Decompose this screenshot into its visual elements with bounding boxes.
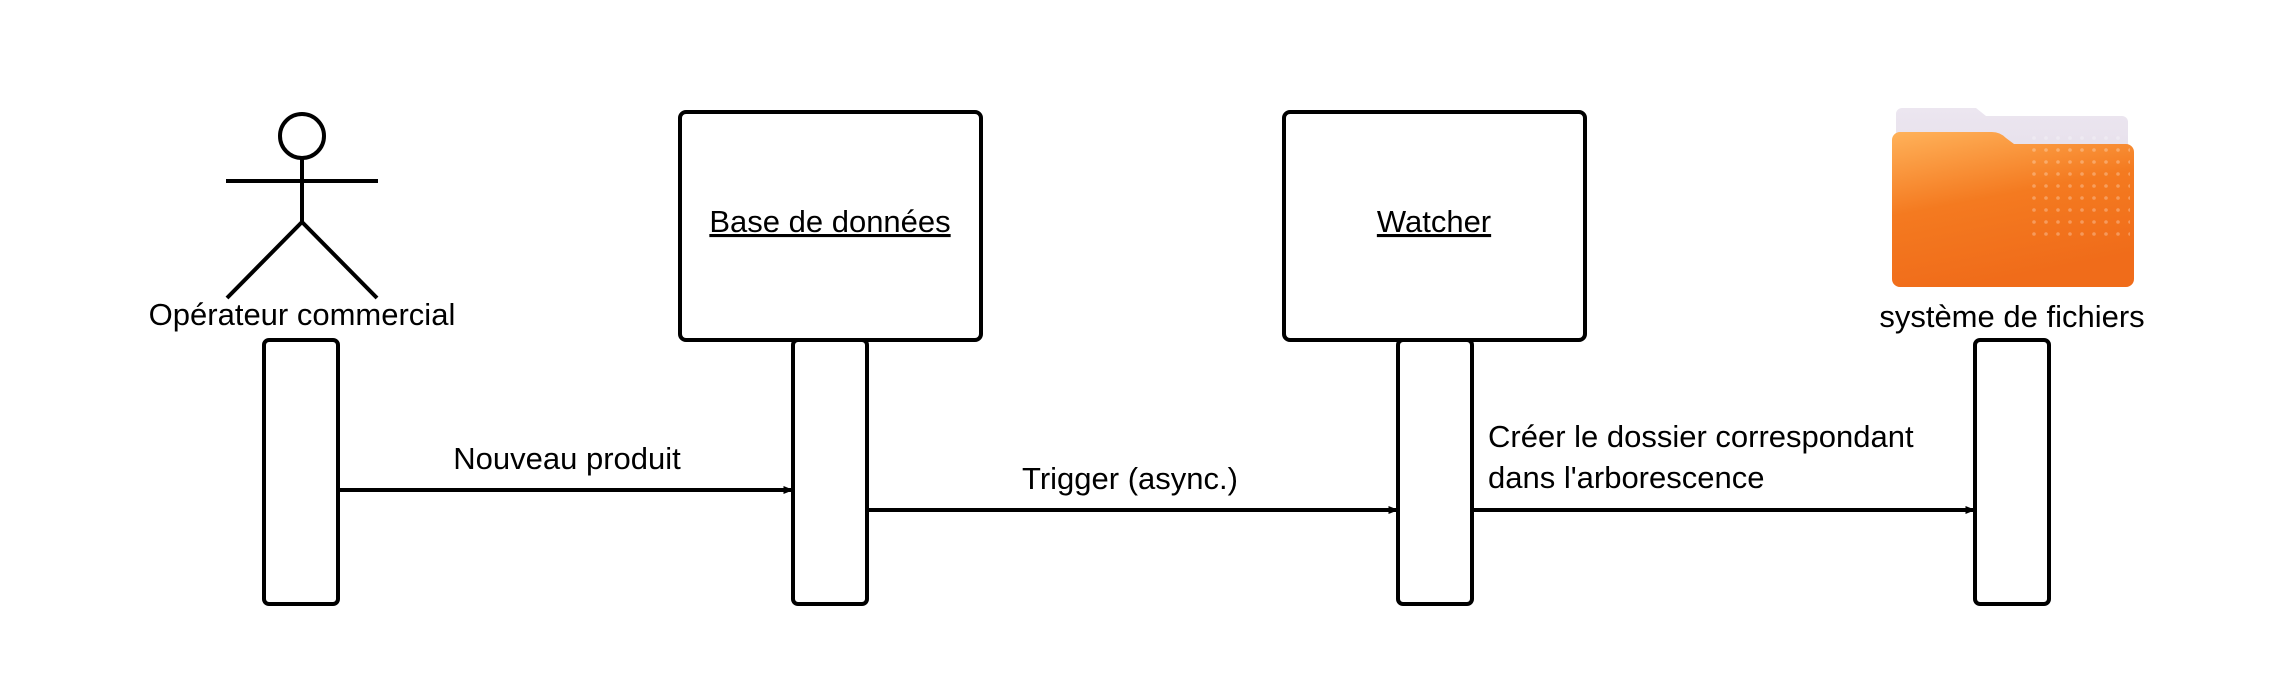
message-trigger: Trigger (async.) bbox=[867, 461, 1399, 514]
participant-filesystem: système de fichiers bbox=[1879, 108, 2145, 606]
participant-label-operator: Opérateur commercial bbox=[149, 297, 456, 332]
activation-bar-operator bbox=[262, 338, 340, 606]
participant-label-filesystem: système de fichiers bbox=[1879, 299, 2144, 334]
message-label-trigger: Trigger (async.) bbox=[1022, 461, 1238, 496]
message-create-folder: Créer le dossier correspondant dans l'ar… bbox=[1472, 419, 1976, 514]
participant-label-database: Base de données bbox=[709, 204, 950, 239]
message-label-create-folder-line-1: Créer le dossier correspondant bbox=[1488, 419, 1914, 454]
folder-icon bbox=[1892, 108, 2134, 287]
message-label-new-product: Nouveau produit bbox=[453, 441, 681, 476]
activation-bar-filesystem bbox=[1973, 338, 2051, 606]
participant-watcher: Watcher bbox=[1282, 110, 1587, 606]
participant-label-watcher: Watcher bbox=[1377, 204, 1491, 239]
stick-figure-icon bbox=[225, 112, 379, 300]
message-new-product: Nouveau produit bbox=[338, 441, 794, 494]
participant-operator: Opérateur commercial bbox=[149, 112, 456, 606]
activation-bar-watcher bbox=[1396, 338, 1474, 606]
message-label-create-folder-line-2: dans l'arborescence bbox=[1488, 460, 1764, 495]
participant-database: Base de données bbox=[678, 110, 983, 606]
activation-bar-database bbox=[791, 338, 869, 606]
